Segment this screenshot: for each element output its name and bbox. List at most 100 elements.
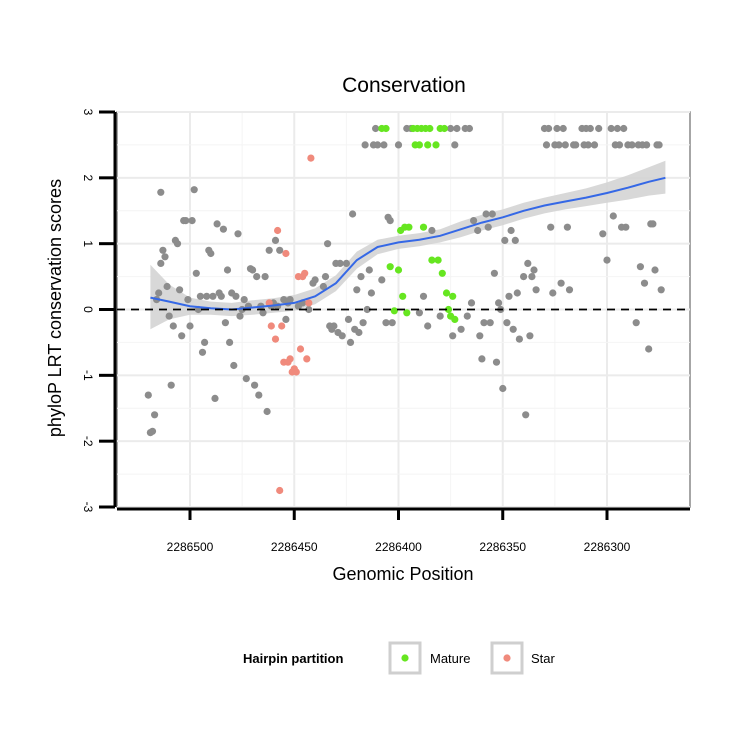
point-star bbox=[303, 355, 311, 363]
point-other bbox=[603, 256, 611, 264]
point-other bbox=[163, 282, 171, 291]
point-other bbox=[609, 212, 617, 220]
point-other bbox=[355, 328, 363, 337]
point-other bbox=[572, 141, 580, 149]
point-star bbox=[282, 249, 290, 258]
point-star bbox=[274, 226, 282, 235]
x-tick-label: 2286400 bbox=[375, 540, 422, 554]
point-other bbox=[276, 246, 284, 254]
point-mature bbox=[399, 292, 407, 300]
point-other bbox=[522, 411, 530, 419]
point-other bbox=[557, 279, 565, 287]
point-other bbox=[499, 384, 507, 393]
point-other bbox=[607, 124, 615, 133]
point-other bbox=[563, 223, 572, 231]
point-other bbox=[622, 223, 630, 231]
legend: Hairpin partition Mature Star bbox=[243, 641, 556, 675]
legend-label-mature: Mature bbox=[430, 651, 470, 666]
point-other bbox=[203, 292, 211, 300]
point-other bbox=[319, 282, 327, 291]
point-other bbox=[178, 332, 186, 340]
point-other bbox=[419, 292, 428, 300]
point-mature bbox=[403, 309, 411, 317]
point-other bbox=[357, 273, 365, 281]
point-mature bbox=[405, 223, 413, 231]
point-mature bbox=[434, 256, 442, 264]
point-other bbox=[645, 345, 653, 353]
y-tick-label: -1 bbox=[81, 370, 95, 381]
point-other bbox=[226, 338, 234, 346]
point-other bbox=[490, 269, 498, 277]
point-other bbox=[463, 312, 471, 320]
x-tick-label: 2286500 bbox=[167, 540, 214, 554]
point-mature bbox=[419, 223, 428, 231]
x-tick-label: 2286350 bbox=[479, 540, 526, 554]
point-other bbox=[305, 305, 313, 314]
point-other bbox=[157, 259, 165, 267]
point-other bbox=[286, 296, 294, 304]
point-other bbox=[346, 338, 355, 346]
point-other bbox=[372, 124, 380, 133]
point-other bbox=[234, 230, 242, 238]
point-mature bbox=[438, 269, 446, 277]
point-other bbox=[388, 319, 396, 327]
point-other bbox=[169, 322, 177, 330]
point-other bbox=[173, 240, 182, 248]
point-other bbox=[249, 266, 257, 274]
point-other bbox=[478, 355, 486, 363]
point-other bbox=[511, 236, 519, 244]
point-other bbox=[547, 223, 555, 231]
point-other bbox=[367, 289, 375, 297]
point-other bbox=[182, 217, 190, 225]
point-other bbox=[503, 319, 511, 327]
point-mature bbox=[382, 124, 390, 133]
legend-title: Hairpin partition bbox=[243, 651, 343, 666]
point-other bbox=[159, 246, 167, 254]
point-other bbox=[157, 188, 165, 196]
point-star bbox=[292, 368, 300, 376]
point-other bbox=[242, 375, 250, 383]
smooth-confidence-band bbox=[150, 160, 666, 330]
y-tick-label: 1 bbox=[81, 240, 95, 247]
x-tick-label: 2286300 bbox=[584, 540, 631, 554]
point-other bbox=[353, 286, 361, 294]
point-other bbox=[271, 236, 280, 244]
point-mature bbox=[449, 292, 457, 300]
point-other bbox=[361, 141, 369, 149]
point-star bbox=[278, 322, 286, 330]
point-other bbox=[148, 427, 157, 435]
point-star bbox=[276, 486, 284, 495]
chart-title: Conservation bbox=[342, 74, 466, 97]
point-other bbox=[482, 210, 490, 218]
point-other bbox=[259, 309, 267, 317]
point-other bbox=[380, 141, 388, 149]
point-mature bbox=[451, 315, 459, 323]
x-tick-label: 2286450 bbox=[271, 540, 318, 554]
point-star bbox=[286, 355, 294, 363]
point-other bbox=[359, 319, 367, 327]
y-tick-label: 3 bbox=[81, 109, 95, 116]
point-other bbox=[636, 263, 645, 271]
x-axis-label: Genomic Position bbox=[332, 564, 473, 584]
point-other bbox=[167, 381, 175, 389]
point-other bbox=[394, 141, 403, 149]
point-other bbox=[595, 124, 603, 133]
legend-label-star: Star bbox=[531, 651, 556, 666]
point-other bbox=[349, 210, 357, 218]
point-other bbox=[232, 292, 240, 300]
point-star bbox=[265, 299, 273, 307]
point-other bbox=[484, 223, 492, 231]
point-other bbox=[495, 299, 503, 307]
point-other bbox=[515, 335, 524, 343]
point-other bbox=[165, 312, 173, 320]
point-other bbox=[265, 246, 273, 254]
point-other bbox=[330, 322, 338, 330]
point-other bbox=[219, 225, 227, 233]
point-other bbox=[632, 319, 640, 327]
y-tick-label: 0 bbox=[81, 306, 95, 313]
point-other bbox=[628, 141, 636, 149]
data-points bbox=[144, 124, 665, 495]
point-other bbox=[561, 141, 569, 149]
point-star bbox=[307, 154, 315, 162]
